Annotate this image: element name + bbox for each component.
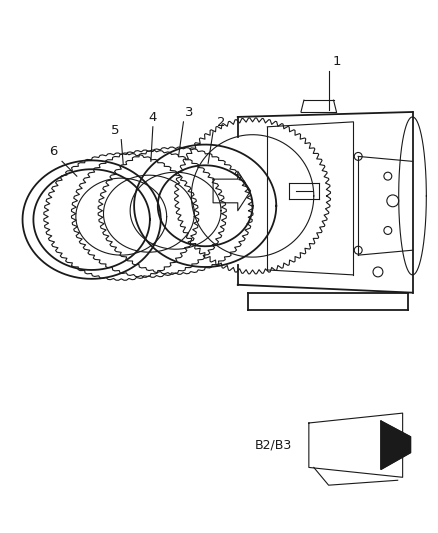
Text: 3: 3	[185, 106, 194, 119]
Text: 2: 2	[217, 116, 226, 129]
Text: 1: 1	[332, 54, 341, 68]
Text: 5: 5	[111, 124, 119, 136]
Text: B2/B3: B2/B3	[254, 438, 292, 451]
Text: 6: 6	[49, 146, 57, 158]
Polygon shape	[381, 421, 410, 470]
Text: 4: 4	[148, 111, 157, 124]
